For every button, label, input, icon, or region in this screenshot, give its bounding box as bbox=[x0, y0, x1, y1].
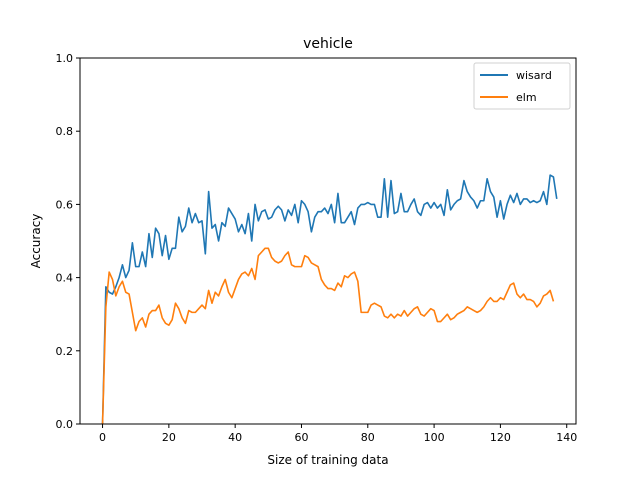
series-line-elm bbox=[101, 247, 555, 425]
x-tick-label: 140 bbox=[556, 431, 577, 444]
y-tick-label: 0.2 bbox=[56, 345, 74, 358]
x-tick-label: 0 bbox=[99, 431, 106, 444]
legend: wisard elm bbox=[473, 62, 571, 110]
y-tick-label: 0.4 bbox=[56, 272, 74, 285]
y-tick-label: 0.8 bbox=[56, 125, 74, 138]
x-axis-label: Size of training data bbox=[267, 453, 388, 467]
x-tick-label: 100 bbox=[424, 431, 445, 444]
y-tick-label: 0.0 bbox=[56, 418, 74, 431]
chart-title: vehicle bbox=[303, 36, 353, 52]
x-tick-label: 40 bbox=[228, 431, 242, 444]
plot-area-frame bbox=[79, 57, 577, 425]
legend-label-wisard: wisard bbox=[516, 69, 552, 82]
plot-lines bbox=[101, 174, 558, 425]
series-line-wisard bbox=[101, 174, 558, 425]
y-tick-label: 0.6 bbox=[56, 198, 74, 211]
x-axis-ticks: 0 20 40 60 80 100 120 140 bbox=[99, 424, 577, 444]
x-tick-label: 60 bbox=[294, 431, 308, 444]
x-tick-label: 20 bbox=[162, 431, 176, 444]
y-axis-label: Accuracy bbox=[29, 214, 43, 269]
y-tick-label: 1.0 bbox=[56, 52, 74, 65]
x-tick-label: 120 bbox=[490, 431, 511, 444]
x-tick-label: 80 bbox=[361, 431, 375, 444]
y-axis-ticks: 0.0 0.2 0.4 0.6 0.8 1.0 bbox=[56, 52, 80, 431]
legend-label-elm: elm bbox=[516, 91, 537, 104]
